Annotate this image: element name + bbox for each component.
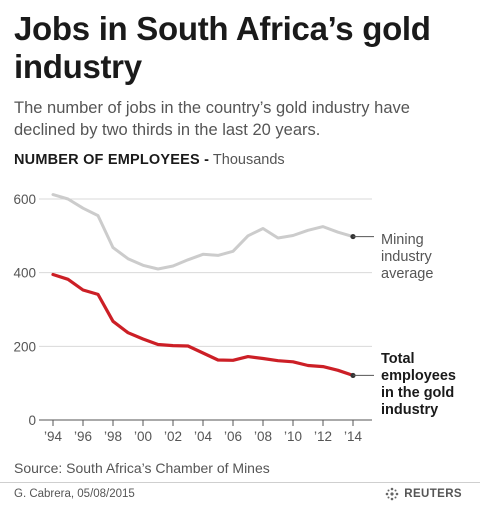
gridlines bbox=[39, 198, 372, 347]
x-tick-label-1998: ’98 bbox=[104, 429, 122, 444]
series-label-2-line-3: in the gold bbox=[381, 385, 454, 401]
y-tick-label-200: 200 bbox=[13, 339, 36, 354]
series-label-1-line-2: industry bbox=[381, 249, 433, 265]
series-lines bbox=[51, 193, 374, 379]
series-label-2-line-2: employees bbox=[381, 368, 456, 384]
x-tick-label-2004: ’04 bbox=[194, 429, 213, 444]
series-line-2 bbox=[51, 272, 355, 377]
series-label-2-line-1: Total bbox=[381, 351, 415, 367]
source-note: Source: South Africa’s Chamber of Mines bbox=[14, 460, 270, 476]
credit-line: G. Cabrera, 05/08/2015 bbox=[14, 488, 135, 500]
brand: REUTERS bbox=[384, 486, 462, 502]
series-label-2-line-4: industry bbox=[381, 402, 438, 418]
y-axis-label: NUMBER OF EMPLOYEES - Thousands bbox=[14, 152, 285, 168]
footer-divider bbox=[0, 482, 480, 483]
x-tick-label-1994: ’94 bbox=[44, 429, 63, 444]
series-line-1 bbox=[51, 193, 355, 271]
y-tick-labels: 0 200 400 600 bbox=[13, 192, 36, 428]
reuters-logo-icon bbox=[385, 487, 399, 501]
chart-title: Jobs in South Africa’s gold industry bbox=[14, 10, 431, 85]
x-tick-label-1996: ’96 bbox=[74, 429, 92, 444]
x-tick-label-2000: ’00 bbox=[134, 429, 152, 444]
unit-label: Thousands bbox=[212, 152, 285, 168]
brand-name: REUTERS bbox=[404, 488, 462, 500]
chart-subtitle: The number of jobs in the country’s gold… bbox=[14, 99, 410, 139]
x-tick-label-2014: ’14 bbox=[344, 429, 363, 444]
y-tick-label-600: 600 bbox=[13, 192, 36, 207]
measure-label: NUMBER OF EMPLOYEES - bbox=[14, 152, 210, 168]
x-tick-label-2008: ’08 bbox=[254, 429, 272, 444]
y-tick-label-400: 400 bbox=[13, 266, 36, 281]
x-tick-label-2006: ’06 bbox=[224, 429, 242, 444]
y-tick-label-0: 0 bbox=[28, 413, 36, 428]
x-tick-label-2010: ’10 bbox=[284, 429, 302, 444]
series-label-1-line-1: Mining bbox=[381, 232, 424, 248]
x-tick-label-2012: ’12 bbox=[314, 429, 332, 444]
x-tick-label-2002: ’02 bbox=[164, 429, 182, 444]
series-label-1-line-3: average bbox=[381, 266, 433, 282]
x-axis: ’94 ’96 ’98 ’00 ’02 ’04 ’06 ’08 ’10 ’12 ’14 bbox=[39, 419, 372, 444]
